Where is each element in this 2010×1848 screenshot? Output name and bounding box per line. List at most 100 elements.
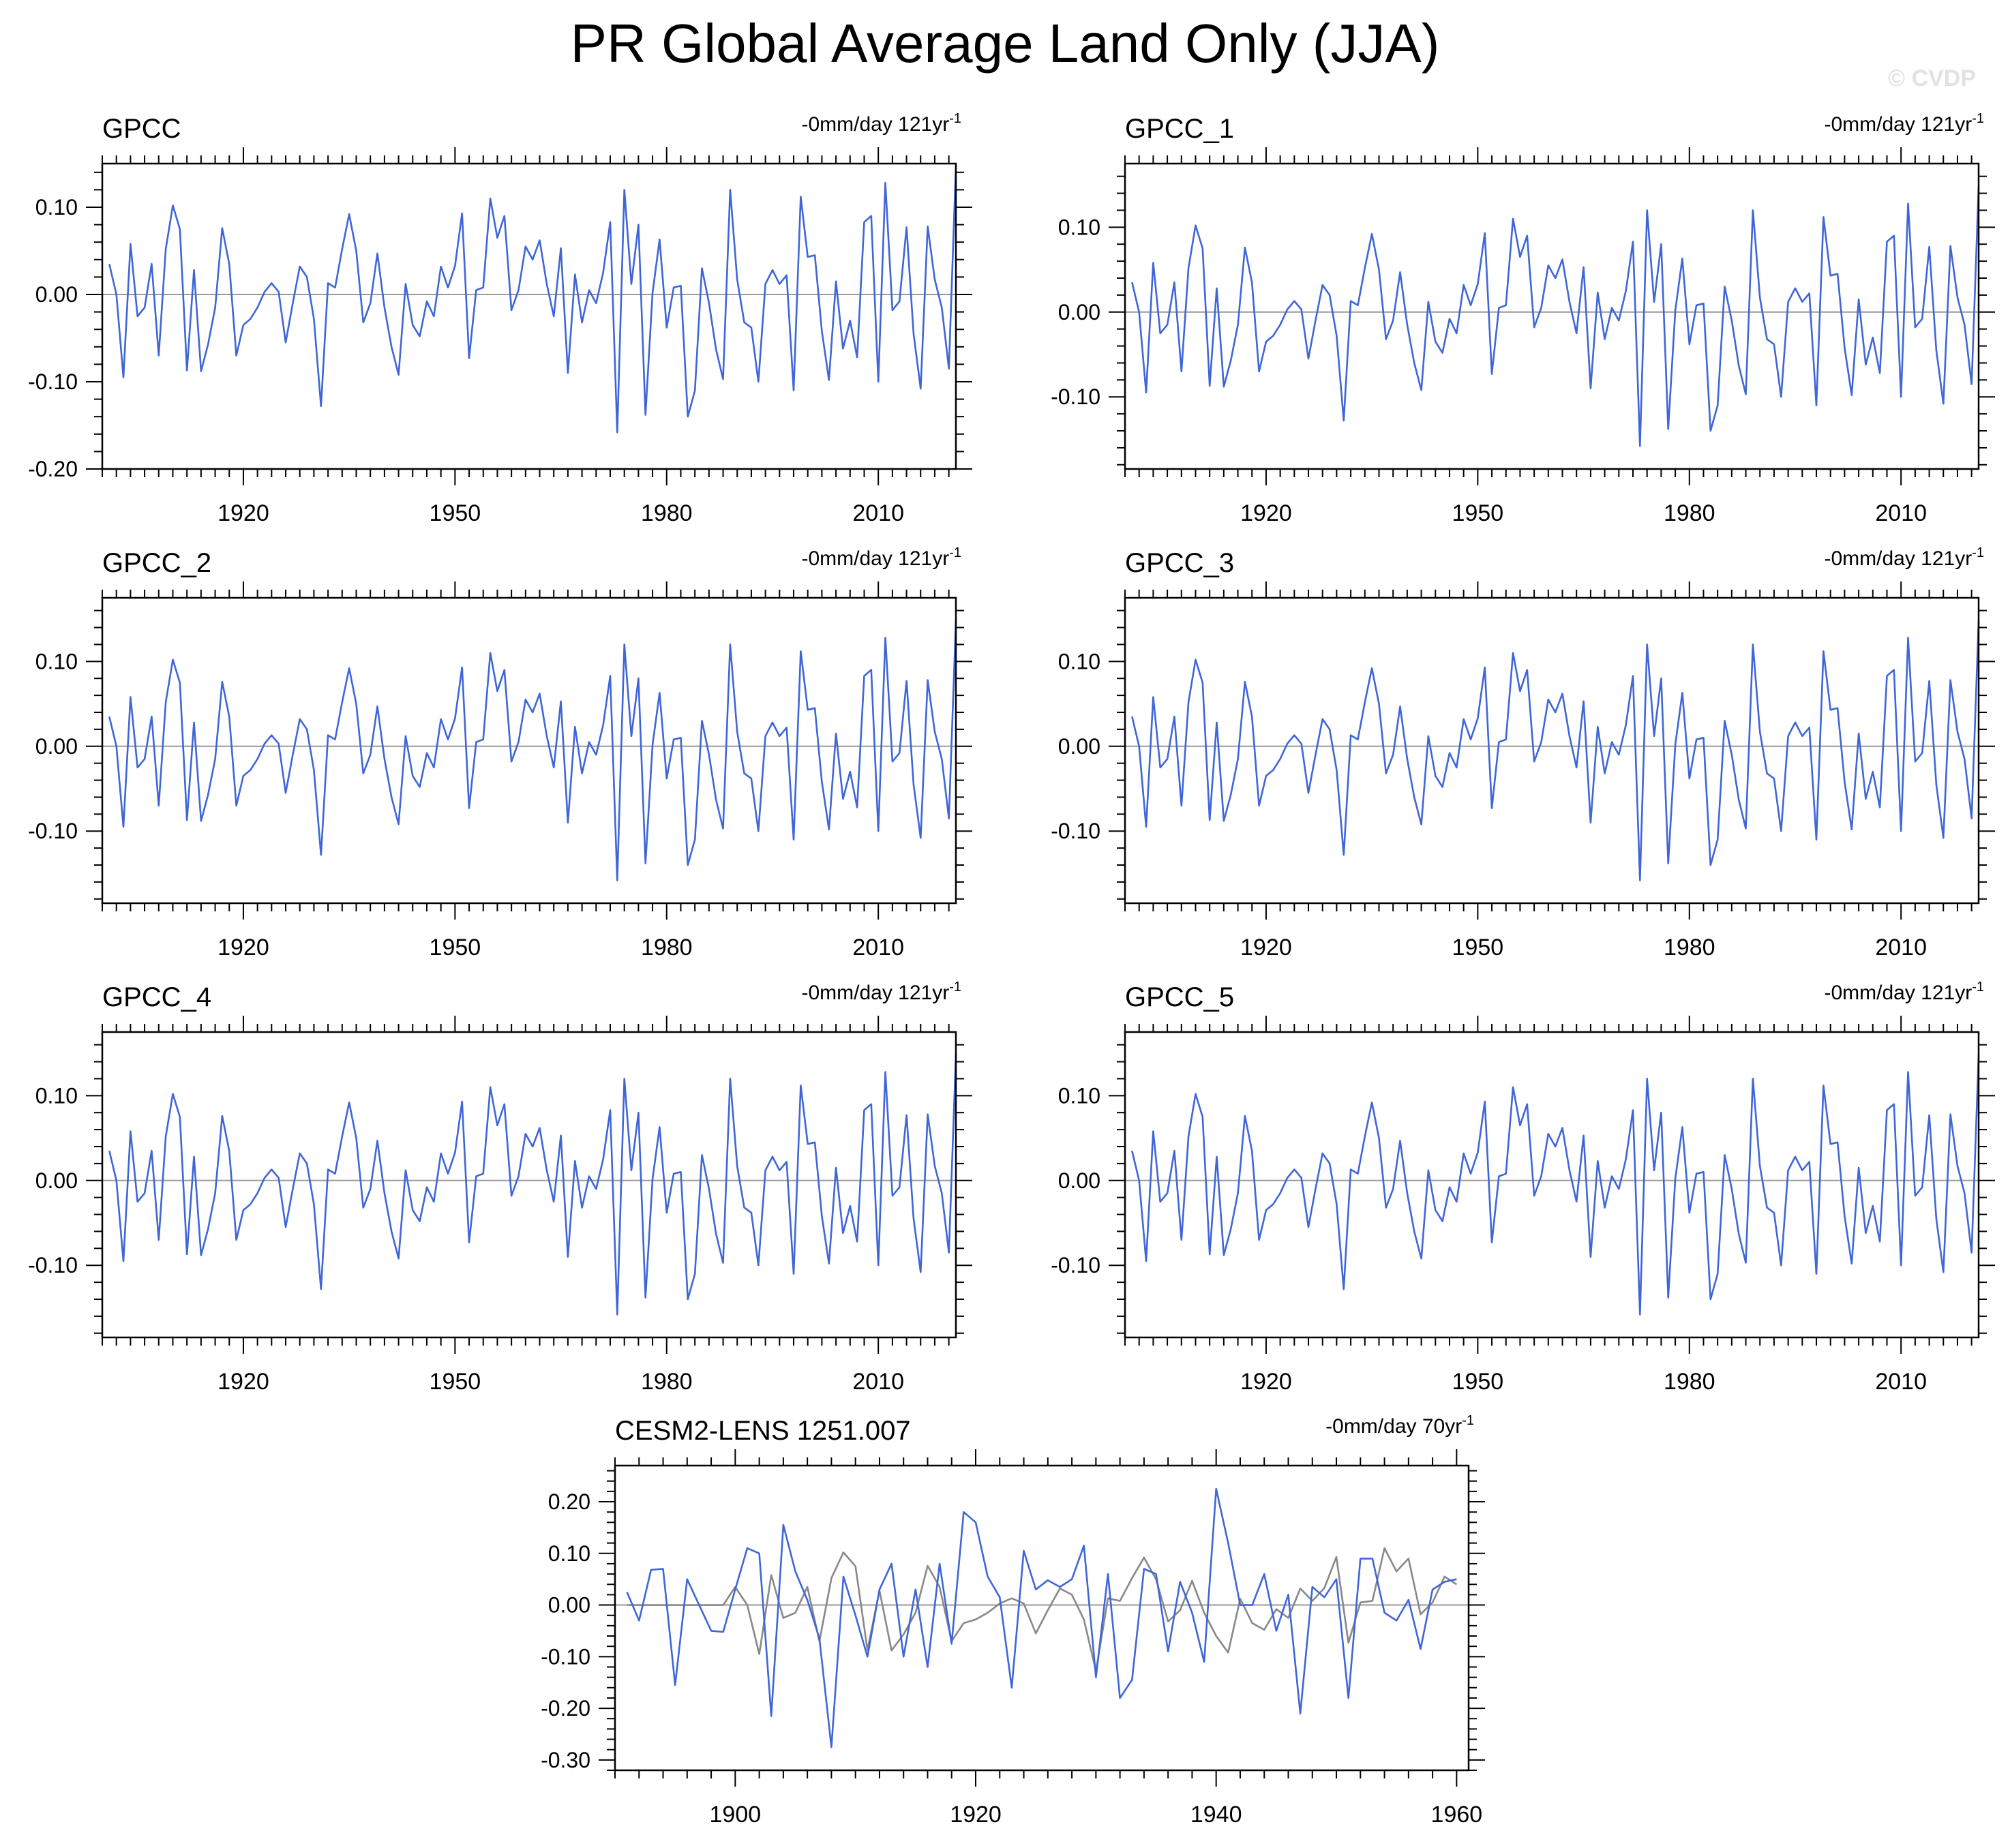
x-tick-label: 1980 [641, 500, 693, 526]
series-line [108, 165, 957, 434]
series-line [108, 620, 957, 881]
y-tick-label: 0.10 [548, 1541, 590, 1566]
x-tick-label: 1950 [1452, 500, 1504, 526]
y-tick-label: 0.00 [35, 734, 78, 759]
plot-frame [614, 1464, 1470, 1772]
series-line [108, 1055, 957, 1316]
x-tick-label: 1920 [950, 1802, 1002, 1828]
panel-title: GPCC_4 [102, 982, 211, 1012]
y-tick-label: -0.10 [1051, 1253, 1100, 1277]
y-tick-label: -0.10 [28, 369, 78, 394]
x-tick-label: 2010 [852, 1369, 904, 1395]
x-tick-label: 1920 [217, 500, 269, 526]
x-tick-label: 1950 [430, 500, 481, 526]
y-tick-label: 0.10 [1058, 215, 1100, 239]
plot-frame [1124, 162, 1980, 470]
x-tick-label: 2010 [1875, 500, 1927, 526]
chart-panel: 0.10 0.00 -0.10 1920 1950 1980 2010 GPCC_1 -0mm/… [1051, 111, 1995, 526]
y-tick-label: 0.00 [1058, 1168, 1100, 1193]
page-title: PR Global Average Land Only (JJA) [570, 13, 1440, 74]
trend-exponent: -1 [1462, 1413, 1474, 1428]
x-tick-label: 1950 [430, 1369, 481, 1395]
x-tick-label: 1980 [641, 1369, 693, 1395]
watermark: © CVDP [1888, 65, 1976, 91]
plot-frame [101, 162, 957, 470]
y-tick-label: -0.30 [541, 1748, 590, 1772]
y-tick-label: -0.10 [1051, 819, 1100, 843]
x-tick-label: 1980 [1664, 1369, 1715, 1395]
chart-panel: 0.10 0.00 -0.10 1920 1950 1980 2010 GPCC_2 -0mm/… [28, 545, 972, 960]
x-tick-label: 1950 [430, 935, 481, 960]
x-tick-label: 1980 [1664, 500, 1715, 526]
x-tick-label: 2010 [1875, 935, 1927, 960]
y-tick-label: 0.10 [1058, 1083, 1100, 1108]
y-tick-label: 0.10 [35, 195, 78, 219]
trend-exponent: -1 [1972, 111, 1984, 126]
trend-value: -0mm/day 121yr [801, 547, 949, 570]
trend-exponent: -1 [949, 111, 961, 126]
trend-exponent: -1 [949, 980, 961, 995]
y-tick-label: 0.00 [35, 1168, 78, 1193]
x-tick-label: 1960 [1431, 1802, 1483, 1828]
x-tick-label: 2010 [852, 500, 904, 526]
y-tick-label: 0.00 [1058, 300, 1100, 324]
y-tick-label: -0.10 [541, 1644, 590, 1669]
y-tick-label: 0.10 [1058, 649, 1100, 673]
trend-label: -0mm/day 121yr-1 [801, 545, 961, 570]
y-tick-label: 0.00 [548, 1593, 590, 1618]
panel-title: GPCC_1 [1125, 114, 1234, 144]
x-tick-label: 2010 [852, 935, 904, 960]
series-line [1131, 1055, 1980, 1316]
trend-value: -0mm/day 121yr [801, 982, 949, 1004]
plot-frame [101, 1031, 957, 1339]
chart-panel: 0.10 0.00 -0.10 -0.20 1920 1950 1980 2010 GPCC -0… [28, 111, 972, 526]
y-tick-label: 0.00 [1058, 734, 1100, 759]
x-tick-label: 1920 [1240, 500, 1292, 526]
panel-title: CESM2-LENS 1251.007 [615, 1416, 911, 1446]
trend-label: -0mm/day 121yr-1 [1824, 111, 1984, 136]
y-tick-label: 0.20 [548, 1489, 590, 1514]
trend-label: -0mm/day 121yr-1 [1824, 545, 1984, 570]
y-tick-label: -0.20 [28, 457, 78, 481]
x-tick-label: 1950 [1452, 935, 1504, 960]
x-tick-label: 2010 [1875, 1369, 1927, 1395]
panel-title: GPCC [102, 114, 181, 144]
panel-title: GPCC_5 [1125, 982, 1234, 1012]
trend-label: -0mm/day 70yr-1 [1325, 1413, 1474, 1438]
trend-value: -0mm/day 121yr [1824, 113, 1972, 136]
x-tick-label: 1920 [217, 1369, 269, 1395]
trend-label: -0mm/day 121yr-1 [1824, 980, 1984, 1004]
trend-label: -0mm/day 121yr-1 [801, 980, 961, 1004]
trend-value: -0mm/day 121yr [1824, 982, 1972, 1004]
plot-frame [101, 596, 957, 905]
y-tick-label: -0.10 [28, 819, 78, 843]
x-tick-label: 1950 [1452, 1369, 1504, 1395]
x-tick-label: 1920 [1240, 1369, 1292, 1395]
y-tick-label: 0.10 [35, 649, 78, 673]
trend-value: -0mm/day 121yr [1824, 547, 1972, 570]
panel-title: GPCC_3 [1125, 548, 1234, 578]
plot-frame [1124, 1031, 1980, 1339]
y-tick-label: -0.20 [541, 1696, 590, 1721]
x-tick-label: 1920 [1240, 935, 1292, 960]
chart-panel: 0.20 0.10 0.00 -0.10 -0.20 -0.30 1900 1920 1940 1… [541, 1413, 1485, 1828]
trend-value: -0mm/day 121yr [801, 113, 949, 136]
x-tick-label: 1940 [1190, 1802, 1242, 1828]
y-tick-label: 0.10 [35, 1083, 78, 1108]
series-line [1131, 620, 1980, 881]
trend-label: -0mm/day 121yr-1 [801, 111, 961, 136]
observed-series-line [627, 1547, 1458, 1672]
y-tick-label: 0.00 [35, 282, 78, 307]
y-tick-label: -0.10 [1051, 384, 1100, 409]
panel-title: GPCC_2 [102, 548, 211, 578]
chart-panel: 0.10 0.00 -0.10 1920 1950 1980 2010 GPCC_4 -0mm/… [28, 980, 972, 1395]
chart-panel: 0.10 0.00 -0.10 1920 1950 1980 2010 GPCC_5 -0mm/… [1051, 980, 1995, 1395]
trend-exponent: -1 [1972, 980, 1984, 995]
trend-exponent: -1 [949, 545, 961, 560]
trend-value: -0mm/day 70yr [1325, 1415, 1462, 1438]
chart-panel: 0.10 0.00 -0.10 1920 1950 1980 2010 GPCC_3 -0mm/… [1051, 545, 1995, 960]
series-line [626, 1487, 1457, 1748]
series-line [1131, 186, 1980, 447]
x-tick-label: 1980 [1664, 935, 1715, 960]
